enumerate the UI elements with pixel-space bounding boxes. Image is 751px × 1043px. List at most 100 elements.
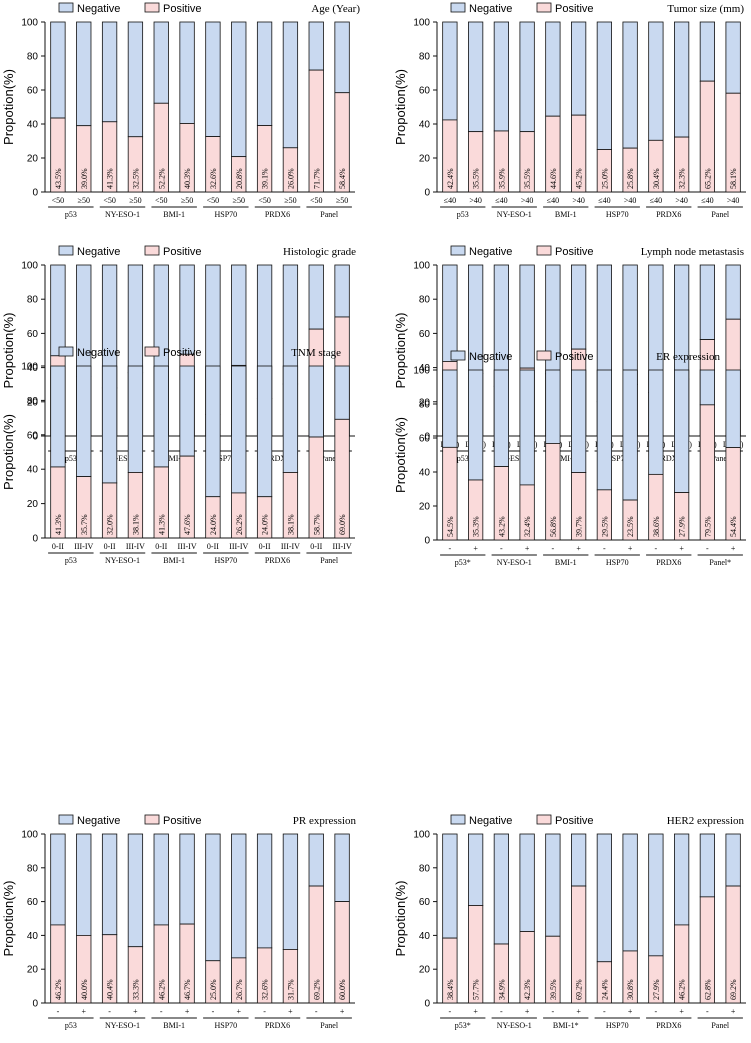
x-group-label: Panel — [320, 556, 339, 565]
y-axis-label: Propotion(%) — [393, 881, 408, 957]
x-group-label: PRDX6 — [265, 556, 290, 565]
bar-negative — [571, 369, 587, 473]
bar-negative — [648, 21, 664, 141]
bar-positive — [648, 473, 664, 541]
bar-positive — [519, 931, 535, 1004]
bar-positive — [545, 443, 561, 541]
legend-swatch-positive — [536, 350, 552, 361]
x-group-label: Panel — [711, 1021, 730, 1030]
bar-positive — [205, 136, 221, 193]
chart-title: Tumor size (mm) — [667, 3, 744, 15]
x-category-label: ≥50 — [233, 196, 245, 205]
bar-negative — [205, 365, 221, 498]
bar-positive — [76, 935, 92, 1004]
x-group-label: HSP70 — [606, 210, 629, 219]
bar-positive — [256, 947, 273, 1004]
x-category-label: + — [628, 544, 633, 553]
y-tick-label: 40 — [419, 120, 431, 131]
x-category-label: ≥50 — [284, 196, 296, 205]
y-tick-label: 40 — [419, 931, 431, 942]
bar-value-label: 26.2% — [235, 514, 244, 535]
x-group-label: Panel — [320, 1021, 339, 1030]
legend-swatch-negative — [58, 346, 74, 357]
y-tick-label: 80 — [419, 52, 431, 63]
bar-value-label: 54.5% — [446, 516, 455, 537]
x-group-label: NY-ESO-1 — [105, 1021, 140, 1030]
bar-negative — [648, 369, 664, 475]
bar-positive — [725, 92, 741, 193]
y-tick-label: 60 — [419, 329, 431, 340]
legend-swatch-negative — [58, 2, 74, 13]
bar-positive — [493, 943, 509, 1004]
y-tick-label: 0 — [32, 432, 38, 443]
x-category-label: + — [731, 1007, 736, 1016]
x-category-label: - — [449, 1007, 452, 1016]
x-group-label: NY-ESO-1 — [105, 454, 140, 463]
bar-negative — [699, 833, 715, 898]
bar-positive — [50, 466, 66, 539]
bar-negative — [76, 21, 92, 127]
bar-value-label: 31.7% — [286, 979, 295, 1000]
chart-title: ER expression — [656, 351, 720, 363]
bar-value-label: 38.1% — [131, 514, 140, 535]
bar-negative — [334, 264, 350, 318]
x-category-label: + — [185, 1007, 190, 1016]
x-category-label: - — [655, 544, 658, 553]
x-category-label: + — [679, 544, 684, 553]
x-category-label: III-IV — [229, 542, 248, 551]
legend-label-positive: Positive — [163, 347, 202, 359]
bar-value-label: 57.7% — [472, 979, 481, 1000]
x-category-label: - — [706, 1007, 709, 1016]
bar-positive — [571, 114, 587, 193]
bar-negative — [231, 365, 247, 494]
y-tick-label: 100 — [413, 830, 430, 841]
bar-negative — [571, 21, 587, 116]
legend-label-positive: Positive — [555, 3, 594, 15]
bar-positive — [153, 924, 169, 1004]
bar-negative — [334, 21, 350, 94]
bar-negative — [282, 833, 299, 950]
bar-value-label: 46.2% — [54, 979, 63, 1000]
x-group-label: BMI-1 — [555, 210, 577, 219]
y-tick-label: 40 — [27, 931, 39, 942]
bar-positive — [101, 934, 118, 1004]
bar-negative — [493, 264, 509, 387]
y-tick-label: 100 — [21, 261, 38, 272]
bar-negative — [282, 21, 299, 149]
bar-positive — [231, 957, 247, 1004]
x-group-label: NY-ESO-1 — [497, 454, 532, 463]
x-category-label: >40 — [572, 196, 585, 205]
x-group-label: p53 — [65, 556, 77, 565]
bar-positive — [674, 136, 690, 193]
bar-value-label: 32.3% — [678, 168, 687, 189]
chart-panel-1: Negative Positive Age (Year) Propotion(%) 0 2… — [1, 2, 360, 219]
bar-value-label: 24.0% — [209, 514, 218, 535]
legend-label-negative: Negative — [77, 815, 120, 827]
legend-label-positive: Positive — [163, 3, 202, 15]
bar-negative — [256, 365, 273, 498]
y-tick-label: 0 — [424, 432, 430, 443]
x-category-label: <50 — [310, 196, 323, 205]
bar-positive — [231, 492, 247, 539]
legend-label-negative: Negative — [469, 246, 512, 258]
y-tick-label: 100 — [21, 18, 38, 29]
legend-label-negative: Negative — [469, 351, 512, 363]
bar-positive — [622, 147, 638, 193]
x-category-label: >40 — [469, 196, 482, 205]
x-group-label: p53 — [65, 454, 77, 463]
bar-negative — [725, 369, 741, 448]
bar-value-label: 32.4% — [523, 516, 532, 537]
bar-negative — [76, 833, 92, 936]
bar-value-label: 52.2% — [157, 168, 166, 189]
x-category-label: 0-II — [52, 542, 64, 551]
bar-value-label: 65.2% — [703, 168, 712, 189]
bar-negative — [648, 833, 664, 957]
bar-value-label: 38.1% — [286, 514, 295, 535]
chart-panel-2: Negative Positive Tumor size (mm) Propotion… — [393, 2, 746, 219]
bar-value-label: 27.9% — [652, 979, 661, 1000]
y-tick-label: 20 — [27, 499, 39, 510]
bar-negative — [442, 833, 458, 939]
bar-value-label: 35.5% — [523, 168, 532, 189]
bar-positive — [308, 436, 324, 539]
